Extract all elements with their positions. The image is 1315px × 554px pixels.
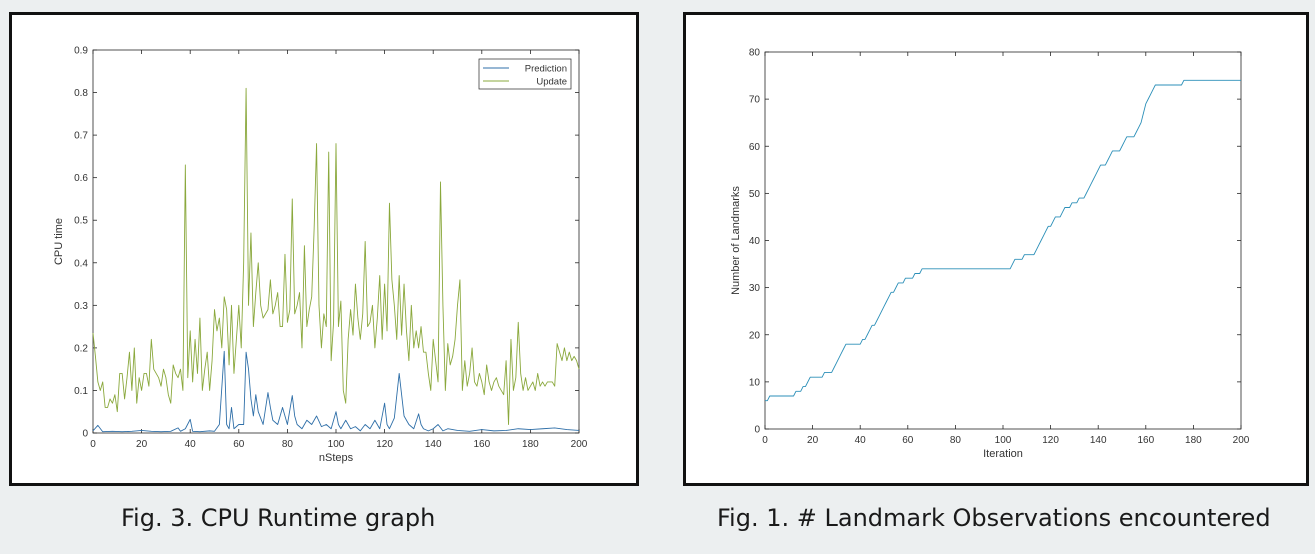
- chart1-x-tick-label: 180: [1185, 435, 1202, 446]
- chart0-x-tick-label: 180: [522, 439, 539, 450]
- chart1-x-tick-label: 140: [1090, 435, 1107, 446]
- chart0-legend-entry-1: Update: [536, 77, 567, 88]
- chart0-x-tick-label: 160: [473, 439, 490, 450]
- chart0-y-tick-label: 0.6: [74, 173, 88, 184]
- chart1-y-tick-label: 60: [749, 142, 761, 153]
- chart1-x-tick-label: 80: [950, 435, 962, 446]
- chart1-x-tick-label: 40: [855, 435, 867, 446]
- chart0-legend-entry-0: Prediction: [525, 64, 567, 75]
- figure-caption-cpu: Fig. 3. CPU Runtime graph: [121, 504, 436, 532]
- chart0-y-tick-label: 0.1: [74, 386, 88, 397]
- cpu-runtime-chart-frame: 0 20 40 60 80 100 120 140 160 180 200 0 0.1 0.2 0.3 0.4…: [9, 12, 639, 486]
- chart0-y-tick-label: 0: [82, 429, 88, 440]
- chart0-y-tick-label: 0.5: [74, 216, 88, 227]
- chart0-plot-area: [92, 49, 580, 434]
- figure-caption-landmarks: Fig. 1. # Landmark Observations encounte…: [717, 504, 1271, 532]
- chart1-y-tick-label: 50: [749, 189, 761, 200]
- chart0-y-tick-label: 0.4: [74, 258, 88, 269]
- chart0-y-tick-label: 0.2: [74, 343, 88, 354]
- chart1-x-tick-label: 160: [1137, 435, 1154, 446]
- chart0-y-tick-label: 0.3: [74, 301, 88, 312]
- chart0-x-tick-label: 40: [185, 439, 197, 450]
- chart0-y-tick-label: 0.9: [74, 46, 88, 57]
- cpu-runtime-chart: 0 20 40 60 80 100 120 140 160 180 200 0 0.1 0.2 0.3 0.4…: [53, 46, 588, 465]
- chart0-x-tick-label: 80: [282, 439, 294, 450]
- chart1-series-line-0: [765, 79, 1241, 402]
- chart0-series-line-1: [92, 87, 580, 425]
- chart0-x-tick-label: 120: [376, 439, 393, 450]
- chart0-y-tick-label: 0.7: [74, 131, 88, 142]
- landmark-chart-frame: 0 20 40 60 80 100 120 140 160 180 200 0 10 20 30 40 50 60…: [683, 12, 1309, 486]
- chart0-y-axis-label: CPU time: [53, 218, 65, 265]
- chart1-y-tick-label: 40: [749, 236, 761, 247]
- chart0-x-axis-label: nSteps: [319, 452, 354, 464]
- chart0-series-line-0: [92, 350, 580, 433]
- chart1-x-axis-label: Iteration: [983, 448, 1023, 460]
- chart1-x-tick-label: 20: [807, 435, 819, 446]
- landmark-count-chart: 0 20 40 60 80 100 120 140 160 180 200 0 10 20 30 40 50 60…: [730, 48, 1250, 461]
- chart0-x-tick-label: 200: [571, 439, 588, 450]
- chart0-x-tick-label: 140: [425, 439, 442, 450]
- chart1-plot-area: [764, 51, 1242, 430]
- chart0-x-tick-label: 60: [233, 439, 245, 450]
- chart1-x-tick-label: 60: [902, 435, 914, 446]
- chart1-y-tick-label: 30: [749, 283, 761, 294]
- chart1-y-tick-label: 10: [749, 377, 761, 388]
- chart1-y-tick-label: 80: [749, 48, 761, 59]
- chart1-y-tick-label: 20: [749, 330, 761, 341]
- chart0-legend-box: [478, 58, 572, 90]
- chart0-x-tick-label: 100: [328, 439, 345, 450]
- chart1-x-tick-label: 120: [1042, 435, 1059, 446]
- chart1-y-tick-label: 0: [754, 425, 760, 436]
- chart0-y-tick-label: 0.8: [74, 88, 88, 99]
- chart0-x-tick-label: 0: [90, 439, 96, 450]
- chart1-y-tick-label: 70: [749, 95, 761, 106]
- chart1-x-tick-label: 100: [995, 435, 1012, 446]
- chart1-y-axis-label: Number of Landmarks: [730, 186, 742, 295]
- chart1-x-tick-label: 0: [762, 435, 768, 446]
- chart0-x-tick-label: 20: [136, 439, 148, 450]
- chart1-x-tick-label: 200: [1233, 435, 1250, 446]
